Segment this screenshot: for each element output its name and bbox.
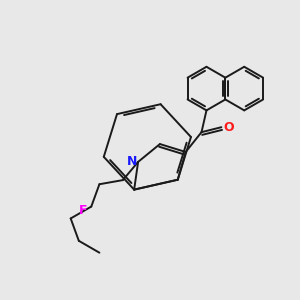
Text: N: N	[127, 155, 137, 168]
Text: F: F	[79, 204, 87, 217]
Text: O: O	[223, 121, 234, 134]
